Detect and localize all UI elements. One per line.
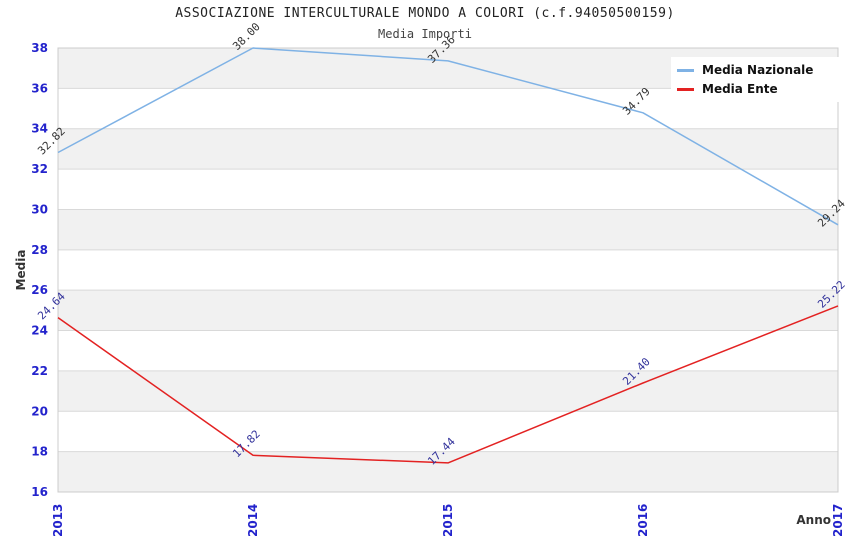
y-tick-label: 16 — [31, 485, 48, 499]
y-tick-label: 32 — [31, 162, 48, 176]
data-label: 34.79 — [620, 85, 653, 118]
x-tick-label: 2016 — [636, 504, 650, 537]
y-tick-label: 36 — [31, 81, 48, 95]
y-tick-label: 26 — [31, 283, 48, 297]
legend: Media Nazionale Media Ente — [671, 57, 845, 102]
grid-band — [58, 128, 838, 170]
y-tick-label: 38 — [31, 41, 48, 55]
legend-swatch-media-ente — [677, 87, 694, 91]
grid-band — [58, 290, 838, 331]
y-tick-label: 20 — [31, 404, 48, 418]
legend-item-media-nazionale: Media Nazionale — [677, 64, 845, 76]
grid-band — [58, 451, 838, 492]
grid-band — [58, 209, 838, 250]
y-tick-label: 30 — [31, 202, 48, 216]
y-axis-label: Media — [14, 250, 28, 291]
chart-title: ASSOCIAZIONE INTERCULTURALE MONDO A COLO… — [175, 6, 675, 21]
plot-area — [57, 47, 839, 493]
series-line-media-ente — [57, 305, 839, 464]
x-tick-label: 2015 — [441, 504, 455, 537]
legend-swatch-media-nazionale — [677, 68, 694, 72]
y-tick-label: 24 — [31, 324, 48, 338]
y-tick-label: 22 — [31, 364, 48, 378]
y-tick-label: 34 — [31, 122, 48, 136]
y-tick-label: 18 — [31, 445, 48, 459]
x-axis-label: Anno — [796, 513, 831, 527]
series-line-media-nazionale — [57, 47, 839, 226]
legend-label: Media Ente — [702, 82, 778, 96]
y-tick-label: 28 — [31, 243, 48, 257]
x-tick-label: 2017 — [831, 504, 845, 537]
grid-band — [58, 370, 838, 412]
x-tick-label: 2013 — [51, 504, 65, 537]
legend-item-media-ente: Media Ente — [677, 83, 845, 95]
legend-label: Media Nazionale — [702, 63, 814, 77]
x-tick-label: 2014 — [246, 504, 260, 537]
chart-subtitle: Media Importi — [378, 27, 472, 41]
